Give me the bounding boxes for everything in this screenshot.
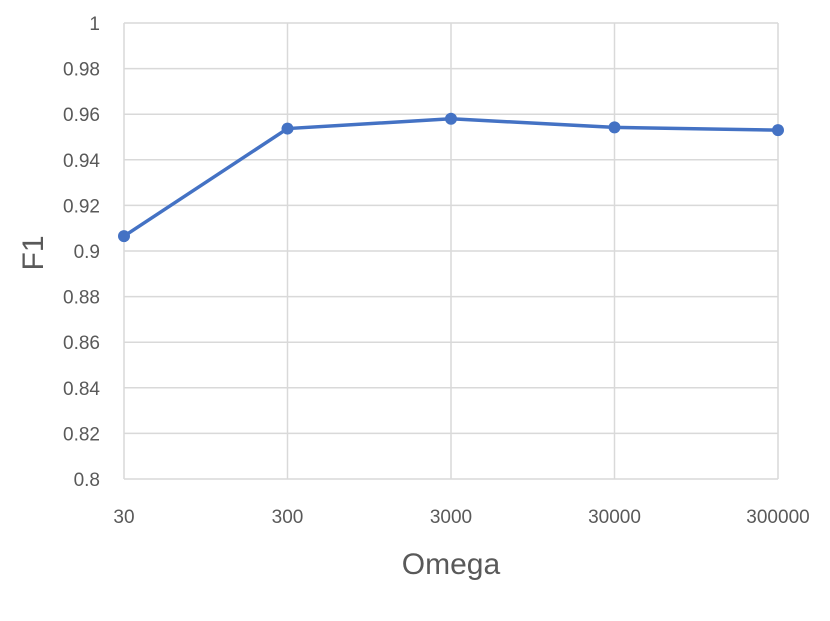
x-tick-label: 30000	[588, 507, 641, 528]
y-tick-label: 0.86	[63, 333, 100, 354]
y-tick-label: 1	[89, 14, 100, 35]
data-point	[608, 121, 621, 134]
y-tick-label: 0.8	[74, 470, 100, 491]
y-tick-labels: 1 0.98 0.96 0.94 0.92 0.9 0.88 0.86 0.84 0.82 0.8	[63, 14, 100, 491]
y-tick-label: 0.92	[63, 196, 100, 217]
x-tick-label: 300000	[746, 507, 809, 528]
y-tick-label: 0.84	[63, 379, 100, 400]
y-tick-label: 0.94	[63, 151, 100, 172]
y-tick-label: 0.96	[63, 105, 100, 126]
y-tick-label: 0.98	[63, 60, 100, 81]
y-tick-label: 0.82	[63, 424, 100, 445]
y-tick-label: 0.9	[74, 242, 100, 263]
data-point	[281, 122, 294, 135]
x-axis-title: Omega	[402, 548, 501, 581]
data-point	[772, 124, 784, 137]
x-tick-label: 30	[113, 507, 134, 528]
y-tick-label: 0.88	[63, 288, 100, 309]
y-axis-title: F1	[17, 235, 50, 270]
x-tick-label: 3000	[430, 507, 472, 528]
data-point	[445, 112, 457, 125]
data-point	[118, 230, 130, 243]
grid	[123, 22, 779, 480]
x-tick-labels: 30 300 3000 30000 300000	[113, 507, 809, 528]
x-tick-label: 300	[272, 507, 304, 528]
series-layer	[118, 112, 784, 243]
